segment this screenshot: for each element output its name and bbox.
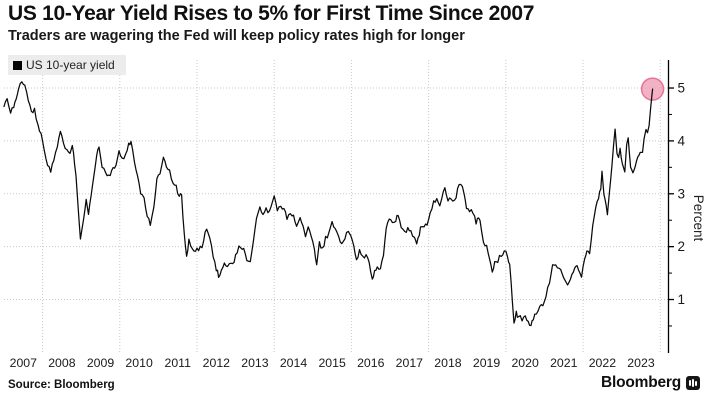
page-subtitle: Traders are wagering the Fed will keep p… xyxy=(8,28,465,44)
y-axis-title: Percent xyxy=(691,195,706,242)
bloomberg-wordmark: Bloomberg xyxy=(600,374,681,391)
x-tick-label: 2020 xyxy=(511,356,539,370)
x-tick-label: 2015 xyxy=(318,356,346,370)
x-tick-label: 2012 xyxy=(203,356,231,370)
x-tick-label: 2014 xyxy=(280,356,308,370)
page-title: US 10-Year Yield Rises to 5% for First T… xyxy=(8,2,535,25)
y-tick-label: 5 xyxy=(678,81,686,96)
legend-label: US 10-year yield xyxy=(26,58,115,72)
legend-marker-icon xyxy=(13,60,22,70)
x-tick-label: 2010 xyxy=(125,356,153,370)
x-tick-label: 2013 xyxy=(241,356,269,370)
x-tick-label: 2011 xyxy=(164,356,191,370)
x-axis: 2007 2008 2009 2010 2011 2012 2013 2014 2015 2016… xyxy=(10,356,655,370)
x-tick-label: 2016 xyxy=(357,356,385,370)
x-tick-label: 2022 xyxy=(589,356,617,370)
yield-line-series xyxy=(3,81,654,327)
y-tick-label: 2 xyxy=(678,239,686,254)
source-attribution: Source: Bloomberg xyxy=(8,379,115,391)
x-tick-label: 2023 xyxy=(627,356,655,370)
x-tick-label: 2008 xyxy=(48,356,76,370)
y-tick-label: 3 xyxy=(678,186,686,201)
x-tick-label: 2007 xyxy=(10,356,38,370)
bloomberg-brand: Bloomberg xyxy=(601,374,700,392)
y-tick-label: 4 xyxy=(678,133,686,148)
x-tick-label: 2021 xyxy=(550,356,578,370)
x-tick-label: 2017 xyxy=(396,356,424,370)
bloomberg-logo-icon xyxy=(686,376,700,390)
x-tick-label: 2018 xyxy=(434,356,462,370)
gridlines xyxy=(4,60,668,353)
y-tick-label: 1 xyxy=(678,292,686,307)
x-tick-label: 2019 xyxy=(473,356,501,370)
y-axis: 1 2 3 4 5 Percent xyxy=(667,60,706,353)
legend: US 10-year yield xyxy=(8,55,126,75)
x-tick-label: 2009 xyxy=(87,356,115,370)
